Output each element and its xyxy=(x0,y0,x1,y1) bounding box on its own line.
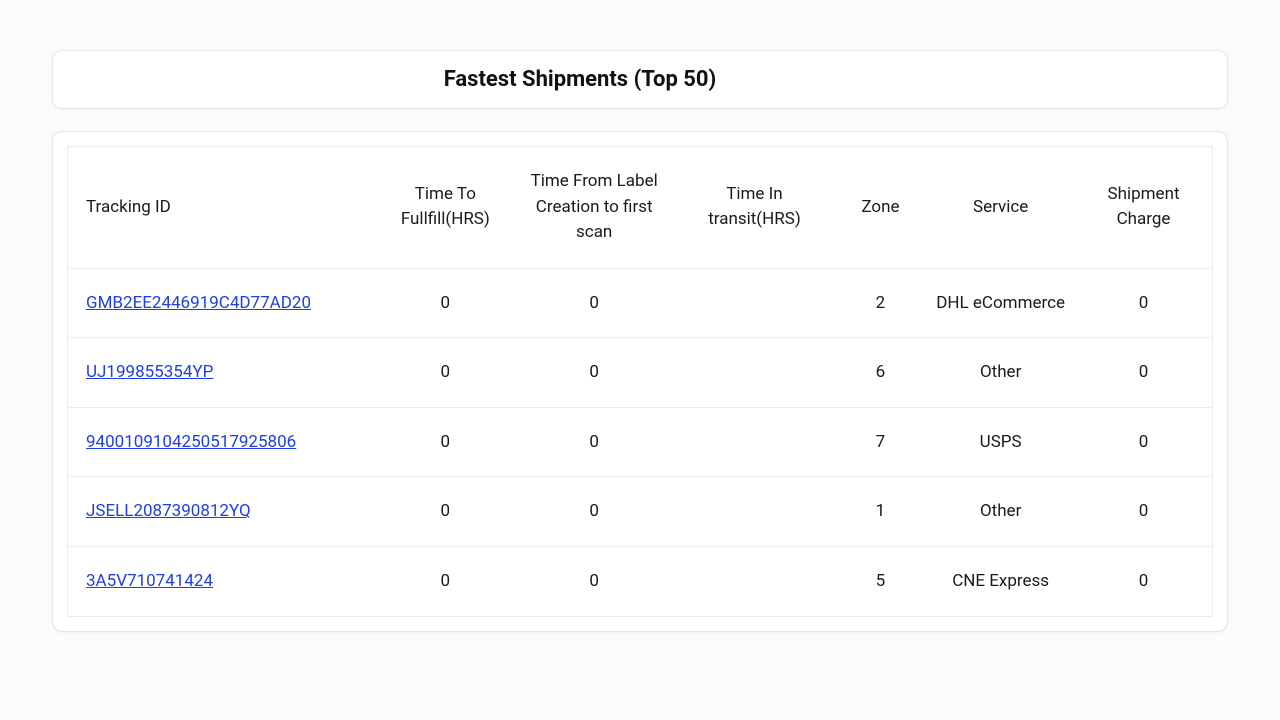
cell-fulfill: 0 xyxy=(377,407,514,477)
cell-zone: 5 xyxy=(835,547,927,617)
cell-service: Other xyxy=(926,477,1075,547)
table-row: GMB2EE2446919C4D77AD20 0 0 2 DHL eCommer… xyxy=(68,268,1213,338)
cell-transit xyxy=(674,407,834,477)
cell-zone: 6 xyxy=(835,338,927,408)
cell-zone: 1 xyxy=(835,477,927,547)
cell-label-to-scan: 0 xyxy=(514,547,674,617)
cell-zone: 7 xyxy=(835,407,927,477)
cell-charge: 0 xyxy=(1075,547,1212,617)
cell-service: DHL eCommerce xyxy=(926,268,1075,338)
col-tracking-id: Tracking ID xyxy=(68,147,377,269)
cell-fulfill: 0 xyxy=(377,338,514,408)
shipments-table-card: Tracking ID Time To Fullfill(HRS) Time F… xyxy=(52,131,1228,632)
page-title: Fastest Shipments (Top 50) xyxy=(0,67,1203,92)
cell-zone: 2 xyxy=(835,268,927,338)
cell-fulfill: 0 xyxy=(377,547,514,617)
cell-label-to-scan: 0 xyxy=(514,268,674,338)
col-time-fulfill: Time To Fullfill(HRS) xyxy=(377,147,514,269)
tracking-link[interactable]: 9400109104250517925806 xyxy=(86,432,296,452)
cell-charge: 0 xyxy=(1075,268,1212,338)
col-time-transit: Time In transit(HRS) xyxy=(674,147,834,269)
tracking-link[interactable]: 3A5V710741424 xyxy=(86,571,213,591)
cell-service: CNE Express xyxy=(926,547,1075,617)
col-label-to-scan: Time From Label Creation to first scan xyxy=(514,147,674,269)
cell-service: USPS xyxy=(926,407,1075,477)
tracking-link[interactable]: JSELL2087390812YQ xyxy=(86,501,251,521)
cell-transit xyxy=(674,268,834,338)
cell-charge: 0 xyxy=(1075,407,1212,477)
cell-fulfill: 0 xyxy=(377,477,514,547)
table-row: 3A5V710741424 0 0 5 CNE Express 0 xyxy=(68,547,1213,617)
table-row: UJ199855354YP 0 0 6 Other 0 xyxy=(68,338,1213,408)
col-shipment-charge: Shipment Charge xyxy=(1075,147,1212,269)
tracking-link[interactable]: GMB2EE2446919C4D77AD20 xyxy=(86,293,311,313)
cell-transit xyxy=(674,477,834,547)
tracking-link[interactable]: UJ199855354YP xyxy=(86,362,213,382)
shipments-table: Tracking ID Time To Fullfill(HRS) Time F… xyxy=(67,146,1213,617)
table-header-row: Tracking ID Time To Fullfill(HRS) Time F… xyxy=(68,147,1213,269)
cell-label-to-scan: 0 xyxy=(514,477,674,547)
table-row: JSELL2087390812YQ 0 0 1 Other 0 xyxy=(68,477,1213,547)
cell-service: Other xyxy=(926,338,1075,408)
cell-charge: 0 xyxy=(1075,338,1212,408)
col-zone: Zone xyxy=(835,147,927,269)
cell-charge: 0 xyxy=(1075,477,1212,547)
table-row: 9400109104250517925806 0 0 7 USPS 0 xyxy=(68,407,1213,477)
cell-label-to-scan: 0 xyxy=(514,407,674,477)
cell-transit xyxy=(674,338,834,408)
col-service: Service xyxy=(926,147,1075,269)
cell-fulfill: 0 xyxy=(377,268,514,338)
cell-label-to-scan: 0 xyxy=(514,338,674,408)
cell-transit xyxy=(674,547,834,617)
title-card: Fastest Shipments (Top 50) xyxy=(52,50,1228,109)
